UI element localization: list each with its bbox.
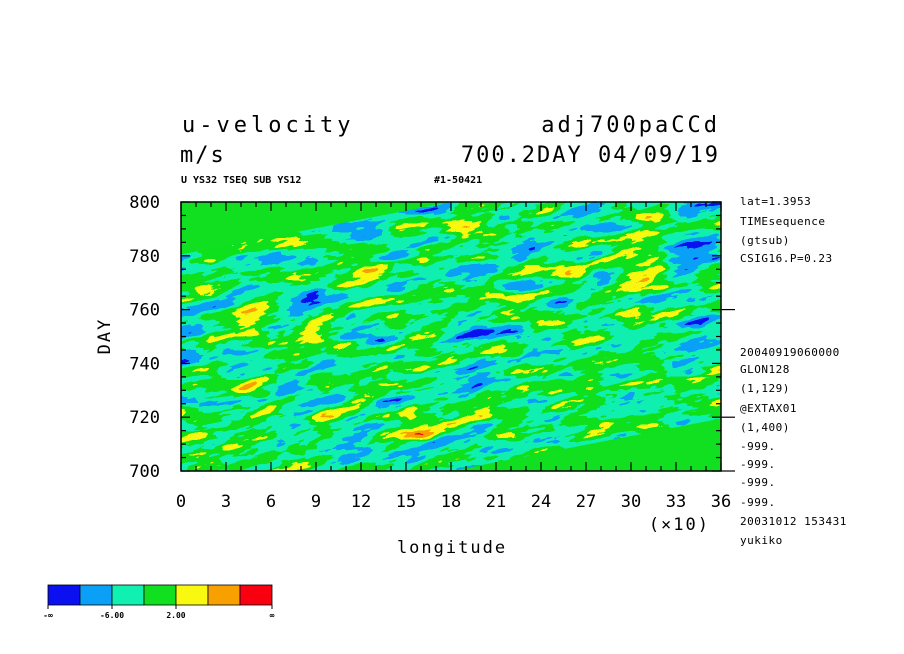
x-tick-label: 6 (266, 492, 276, 512)
colorbar-swatch (79, 584, 113, 606)
x-tick-label: 9 (311, 492, 321, 512)
x-tick-label: 27 (576, 492, 596, 512)
info-line: GLON128 (740, 363, 790, 376)
x-tick-label: 33 (666, 492, 686, 512)
info-line: 20031012 153431 (740, 515, 847, 528)
info-line: yukiko (740, 534, 783, 547)
colorbar-swatch (47, 584, 81, 606)
colorbar-swatch (207, 584, 241, 606)
x-axis-label: longitude (397, 538, 507, 558)
right-info-block: lat=1.3953 TIMEsequence (gtsub) CSIG16.P=0.… (740, 195, 847, 547)
colorbar-swatch (143, 584, 177, 606)
y-tick-label: 800 (129, 193, 160, 213)
info-line: lat=1.3953 (740, 195, 811, 208)
info-line: -999. (740, 496, 776, 509)
heatmap-field (181, 202, 721, 471)
x-tick-label: 15 (396, 492, 416, 512)
colorbar-label: ∞ (270, 611, 275, 620)
x-tick-label: 24 (531, 492, 551, 512)
y-tick-label: 780 (129, 247, 160, 267)
info-line: CSIG16.P=0.23 (740, 252, 833, 265)
units-title: m/s (180, 143, 226, 168)
colorbar-swatch (111, 584, 145, 606)
info-line: -999. (740, 458, 776, 471)
info-line: -999. (740, 440, 776, 453)
x-tick-label: 18 (441, 492, 461, 512)
colorbar-swatch (175, 584, 209, 606)
y-axis-label: DAY (95, 318, 115, 355)
x-multiplier-label: (×10) (649, 515, 710, 535)
info-line: TIMEsequence (740, 215, 825, 228)
x-tick-label: 3 (221, 492, 231, 512)
x-tick-label: 21 (486, 492, 506, 512)
subtitle-left: U YS32 TSEQ SUB YS12 (181, 175, 301, 186)
x-tick-label: 0 (176, 492, 186, 512)
variable-title: u-velocity (182, 113, 354, 138)
axis-ticks (180, 201, 735, 472)
colorbar-swatch (239, 584, 273, 606)
timestamp-title: 700.2DAY 04/09/19 (461, 143, 720, 168)
subtitle-right: #1-50421 (434, 175, 482, 186)
colorbar-label: -∞ (43, 611, 53, 620)
colorbar-label: -6.00 (100, 611, 124, 620)
dataset-title: adj700paCCd (541, 113, 720, 138)
x-tick-label: 30 (621, 492, 641, 512)
info-line: (gtsub) (740, 234, 790, 247)
info-line: @EXTAX01 (740, 402, 797, 415)
info-line: (1,129) (740, 382, 790, 395)
y-tick-label: 740 (129, 354, 160, 374)
heatmap-texture (181, 202, 721, 471)
y-tick-label: 760 (129, 301, 160, 321)
colorbar: -∞ -6.00 2.00 ∞ (43, 584, 275, 620)
x-tick-label: 12 (351, 492, 371, 512)
info-line: -999. (740, 476, 776, 489)
x-tick-label: 36 (711, 492, 731, 512)
info-line: 20040919060000 (740, 346, 840, 359)
y-tick-label: 700 (129, 462, 160, 482)
y-tick-label: 720 (129, 408, 160, 428)
info-line: (1,400) (740, 421, 790, 434)
colorbar-label: 2.00 (166, 611, 185, 620)
